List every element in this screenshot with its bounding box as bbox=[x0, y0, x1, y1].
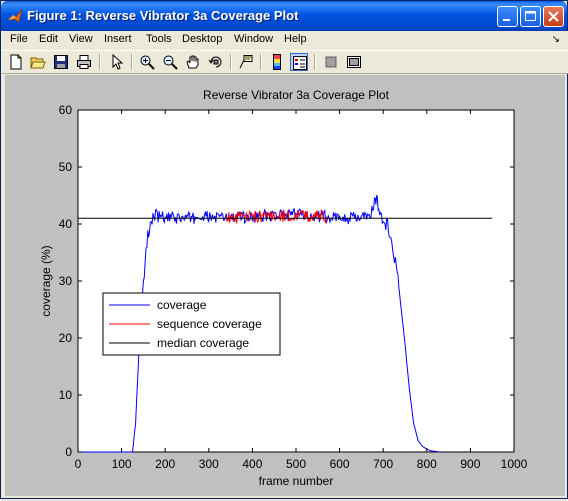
legend-label-sequence-coverage: sequence coverage bbox=[157, 317, 262, 331]
y-tick-label: 40 bbox=[59, 217, 73, 231]
x-tick-label: 300 bbox=[199, 457, 219, 471]
toolbar-separator bbox=[99, 54, 101, 70]
x-tick-label: 500 bbox=[286, 457, 306, 471]
axis-ticks: 0 100 200 300 400 500 600 700 800 900 1000 0 10 20 30 4… bbox=[59, 103, 528, 471]
menu-insert[interactable]: Insert bbox=[104, 33, 132, 45]
legend-label-coverage: coverage bbox=[157, 298, 207, 312]
x-tick-label: 100 bbox=[112, 457, 132, 471]
chart-title: Reverse Vibrator 3a Coverage Plot bbox=[203, 88, 390, 102]
pan-button[interactable] bbox=[184, 53, 202, 71]
x-tick-label: 400 bbox=[242, 457, 262, 471]
y-tick-label: 60 bbox=[59, 103, 73, 117]
menu-window[interactable]: Window bbox=[234, 33, 274, 45]
minimize-button[interactable] bbox=[497, 6, 518, 27]
y-tick-label: 0 bbox=[65, 445, 72, 459]
close-icon bbox=[548, 11, 559, 22]
close-button[interactable] bbox=[543, 6, 564, 27]
toolbar-separator bbox=[314, 54, 316, 70]
toolbar-separator bbox=[131, 54, 133, 70]
menu-overflow-arrow-icon[interactable]: ↘ bbox=[551, 34, 560, 45]
hide-plot-tools-button[interactable] bbox=[322, 53, 340, 71]
menu-edit[interactable]: Edit bbox=[39, 33, 58, 45]
zoom-out-icon bbox=[163, 55, 178, 70]
data-cursor-icon bbox=[239, 55, 253, 69]
hand-pan-icon bbox=[186, 55, 199, 69]
legend-icon bbox=[293, 56, 307, 70]
menu-bar: File Edit View Insert Tools Desktop Wind… bbox=[2, 31, 568, 51]
window-title: Figure 1: Reverse Vibrator 3a Coverage P… bbox=[27, 8, 299, 23]
x-tick-label: 900 bbox=[460, 457, 480, 471]
title-bar[interactable]: Figure 1: Reverse Vibrator 3a Coverage P… bbox=[1, 1, 567, 31]
zoom-in-button[interactable] bbox=[138, 53, 156, 71]
toolbar-separator bbox=[260, 54, 262, 70]
insert-legend-button[interactable] bbox=[290, 53, 308, 71]
open-file-button[interactable] bbox=[29, 53, 47, 71]
x-tick-label: 800 bbox=[417, 457, 437, 471]
rotate-3d-button[interactable] bbox=[207, 53, 225, 71]
x-tick-label: 0 bbox=[75, 457, 82, 471]
y-tick-label: 50 bbox=[59, 160, 73, 174]
legend-label-median-coverage: median coverage bbox=[157, 336, 249, 350]
arrow-pointer-icon bbox=[112, 54, 124, 70]
legend[interactable]: coverage sequence coverage median covera… bbox=[102, 292, 281, 356]
save-button[interactable] bbox=[52, 53, 70, 71]
plot-lines bbox=[78, 194, 493, 453]
new-document-icon bbox=[10, 54, 22, 70]
hide-plot-tools-icon bbox=[325, 56, 337, 68]
x-tick-label: 600 bbox=[330, 457, 350, 471]
menu-view[interactable]: View bbox=[69, 33, 93, 45]
save-disk-icon bbox=[54, 55, 68, 69]
maximize-icon bbox=[525, 11, 536, 21]
menu-file[interactable]: File bbox=[10, 33, 28, 45]
toolbar-separator bbox=[230, 54, 232, 70]
insert-colorbar-button[interactable] bbox=[268, 53, 286, 71]
menu-tools[interactable]: Tools bbox=[146, 33, 172, 45]
figure-canvas: 0 100 200 300 400 500 600 700 800 900 1000 0 10 20 30 4… bbox=[5, 75, 565, 496]
figure-toolbar bbox=[2, 51, 568, 74]
y-tick-label: 10 bbox=[59, 388, 73, 402]
edit-plot-button[interactable] bbox=[108, 53, 126, 71]
printer-icon bbox=[77, 55, 91, 69]
x-tick-label: 1000 bbox=[501, 457, 528, 471]
x-tick-label: 200 bbox=[155, 457, 175, 471]
new-figure-button[interactable] bbox=[7, 53, 25, 71]
y-tick-label: 20 bbox=[59, 331, 73, 345]
y-tick-label: 30 bbox=[59, 274, 73, 288]
data-cursor-button[interactable] bbox=[237, 53, 255, 71]
zoom-out-button[interactable] bbox=[161, 53, 179, 71]
matlab-logo-icon bbox=[7, 8, 23, 23]
series-line-sequence-coverage[interactable] bbox=[225, 208, 327, 224]
show-plot-tools-icon bbox=[347, 56, 361, 68]
zoom-in-icon bbox=[140, 55, 155, 70]
show-plot-tools-button[interactable] bbox=[345, 53, 363, 71]
menu-help[interactable]: Help bbox=[284, 33, 307, 45]
maximize-button[interactable] bbox=[520, 6, 541, 27]
print-button[interactable] bbox=[75, 53, 93, 71]
y-axis-label: coverage (%) bbox=[39, 245, 53, 316]
menu-desktop[interactable]: Desktop bbox=[182, 33, 223, 45]
x-tick-label: 700 bbox=[373, 457, 393, 471]
open-folder-icon bbox=[30, 57, 46, 69]
coverage-plot: 0 100 200 300 400 500 600 700 800 900 1000 0 10 20 30 4… bbox=[39, 88, 528, 488]
minimize-icon bbox=[503, 19, 510, 21]
x-axis-label: frame number bbox=[259, 474, 334, 488]
rotate-3d-icon bbox=[208, 56, 222, 68]
colorbar-icon bbox=[273, 54, 281, 70]
